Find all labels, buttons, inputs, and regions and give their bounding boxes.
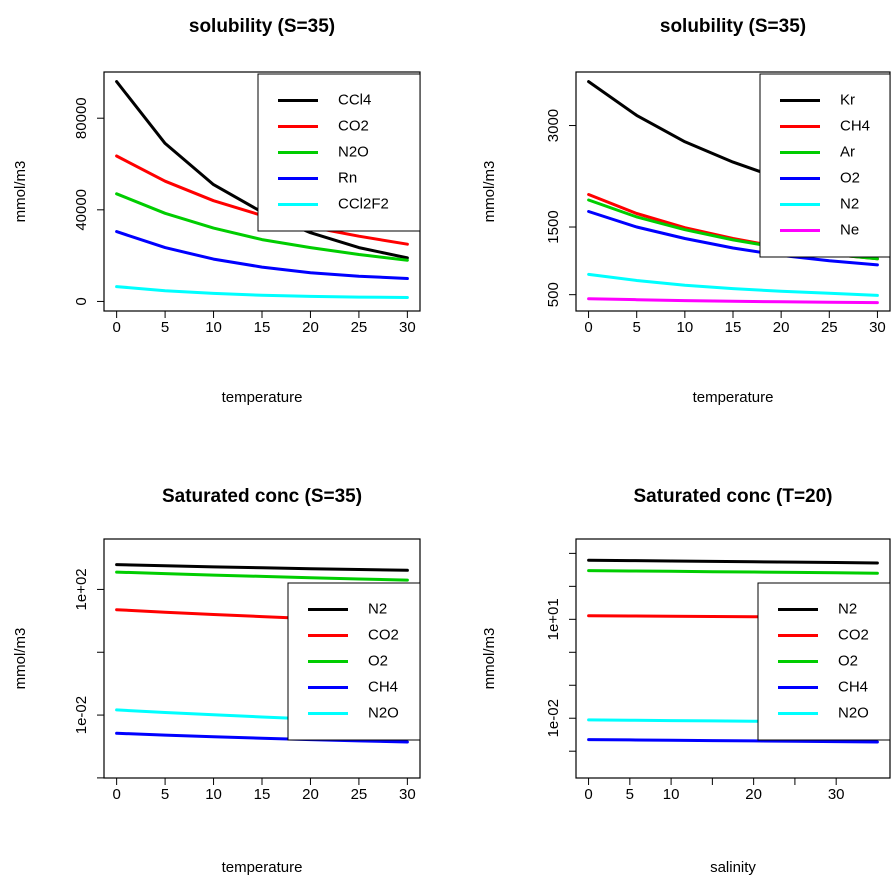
x-tick-label: 25 xyxy=(351,319,368,336)
legend-label: CCl4 xyxy=(338,91,371,108)
chart-panel-2: solubility (S=35) 0 5 10 15 20 25 30 500 1500 3000… xyxy=(481,16,891,406)
chart-title: solubility (S=35) xyxy=(660,16,806,37)
x-tick-label: 30 xyxy=(828,786,845,803)
legend-label: CCl2F2 xyxy=(338,195,389,212)
y-tick-label: 500 xyxy=(545,282,562,307)
x-tick-label: 5 xyxy=(626,786,634,803)
x-tick-label: 5 xyxy=(633,319,641,336)
x-tick-label: 20 xyxy=(773,319,790,336)
y-axis-label: mmol/m3 xyxy=(12,161,29,223)
x-tick-label: 10 xyxy=(677,319,694,336)
chart-title: Saturated conc (S=35) xyxy=(162,486,362,507)
series-line-o2 xyxy=(115,570,409,582)
x-tick-label: 10 xyxy=(663,786,680,803)
legend-label: CH4 xyxy=(840,117,870,134)
chart-panel-1: solubility (S=35) 0 5 10 15 20 25 30 0 40000 80000… xyxy=(12,16,421,406)
legend: N2 CO2 O2 CH4 N2O xyxy=(287,582,421,741)
x-tick-label: 25 xyxy=(821,319,838,336)
x-tick-label: 20 xyxy=(302,319,319,336)
y-tick-label: 1500 xyxy=(545,210,562,243)
x-tick-label: 10 xyxy=(205,319,222,336)
legend-label: N2 xyxy=(840,195,859,212)
x-tick-label: 15 xyxy=(254,319,271,336)
y-tick-label: 80000 xyxy=(73,97,90,139)
legend-label: N2 xyxy=(838,600,857,617)
x-axis-label: temperature xyxy=(222,859,303,876)
x-tick-label: 20 xyxy=(302,786,319,803)
chart-title: Saturated conc (T=20) xyxy=(633,486,832,507)
legend-label: Ar xyxy=(840,143,855,160)
legend-label: O2 xyxy=(840,169,860,186)
x-tick-label: 0 xyxy=(584,786,592,803)
y-tick-label: 1e+01 xyxy=(545,598,562,640)
series-line-ch4 xyxy=(115,731,409,744)
legend: Kr CH4 Ar O2 N2 Ne xyxy=(759,73,891,258)
x-axis-label: temperature xyxy=(693,389,774,406)
x-tick-label: 30 xyxy=(869,319,886,336)
series-line-n2 xyxy=(587,558,879,565)
y-tick-label: 1e-02 xyxy=(73,696,90,734)
series-line-ne xyxy=(587,297,879,305)
legend-box xyxy=(757,582,891,741)
series-line-o2 xyxy=(587,210,879,267)
x-tick-label: 30 xyxy=(399,786,416,803)
legend: N2 CO2 O2 CH4 N2O xyxy=(757,582,891,741)
legend-label: Ne xyxy=(840,221,859,238)
legend-label: N2 xyxy=(368,600,387,617)
legend-label: CH4 xyxy=(838,678,868,695)
x-tick-label: 15 xyxy=(725,319,742,336)
legend: CCl4 CO2 N2O Rn CCl2F2 xyxy=(257,73,421,232)
x-tick-label: 0 xyxy=(112,786,120,803)
y-tick-label: 1e+02 xyxy=(73,568,90,610)
legend-box xyxy=(759,73,891,258)
y-axis-label: mmol/m3 xyxy=(12,628,29,690)
chart-panel-3: Saturated conc (S=35) 0 5 10 15 20 25 30 1e-02 1e… xyxy=(12,486,421,876)
series-line-n2o xyxy=(115,192,409,262)
chart-panel-4: Saturated conc (T=20) 0 5 10 20 30 1e-02 1e+01 s… xyxy=(481,486,891,876)
legend-label: CO2 xyxy=(838,626,869,643)
legend-label: N2O xyxy=(838,704,869,721)
legend-label: Rn xyxy=(338,169,357,186)
x-tick-label: 20 xyxy=(745,786,762,803)
series-line-ccl2f2 xyxy=(115,285,409,299)
x-axis-label: salinity xyxy=(710,859,756,876)
x-tick-label: 15 xyxy=(254,786,271,803)
series-line-ch4 xyxy=(587,738,879,744)
legend-label: CO2 xyxy=(368,626,399,643)
legend-box xyxy=(287,582,421,741)
y-tick-label: 1e-02 xyxy=(545,699,562,737)
y-tick-label: 3000 xyxy=(545,109,562,142)
series-line-n2 xyxy=(587,272,879,297)
x-tick-label: 10 xyxy=(205,786,222,803)
series-line-o2 xyxy=(587,569,879,575)
legend-label: N2O xyxy=(338,143,369,160)
legend-label: Kr xyxy=(840,91,855,108)
legend-label: CO2 xyxy=(338,117,369,134)
x-tick-label: 5 xyxy=(161,319,169,336)
x-tick-label: 25 xyxy=(351,786,368,803)
chart-title: solubility (S=35) xyxy=(189,16,335,37)
x-tick-label: 0 xyxy=(584,319,592,336)
legend-label: O2 xyxy=(368,652,388,669)
x-tick-label: 0 xyxy=(112,319,120,336)
x-axis-label: temperature xyxy=(222,389,303,406)
legend-label: CH4 xyxy=(368,678,398,695)
legend-label: N2O xyxy=(368,704,399,721)
x-tick-label: 30 xyxy=(399,319,416,336)
y-tick-label: 40000 xyxy=(73,189,90,231)
y-axis-label: mmol/m3 xyxy=(481,161,498,223)
series-line-n2 xyxy=(115,563,409,572)
series-line-rn xyxy=(115,230,409,280)
legend-label: O2 xyxy=(838,652,858,669)
y-axis-label: mmol/m3 xyxy=(481,628,498,690)
x-tick-label: 5 xyxy=(161,786,169,803)
y-tick-label: 0 xyxy=(73,297,90,305)
